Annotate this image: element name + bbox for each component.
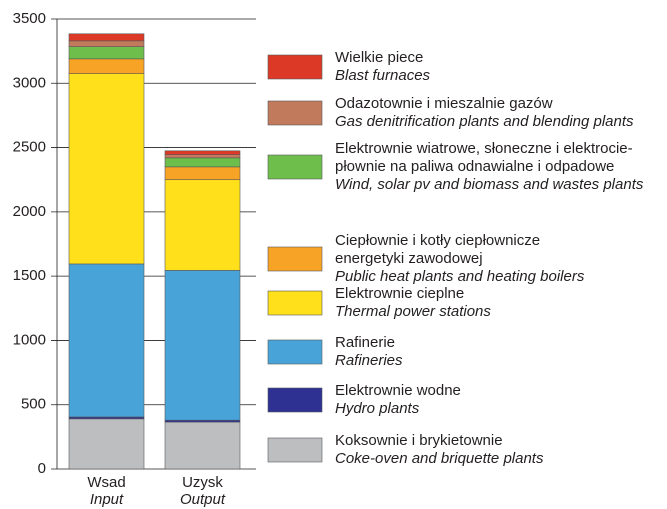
bar-segment: [68, 40, 145, 47]
legend-label-en: Wind, solar pv and biomass and wastes pl…: [335, 176, 644, 193]
legend-label-en: Gas denitrification plants and blending …: [335, 113, 634, 130]
bar-segment: [68, 418, 145, 470]
y-tick-label: 1000: [13, 331, 46, 348]
bar-segment: [164, 150, 241, 155]
legend-label-en: Public heat plants and heating boilers: [335, 268, 585, 285]
legend-label: Elektrownie wodne: [335, 382, 461, 399]
y-tick-label: 2500: [13, 139, 46, 156]
legend-label: Wielkie piece: [335, 49, 423, 66]
legend-swatch: [267, 387, 323, 413]
bar-segment: [68, 33, 145, 42]
bar-segment: [68, 263, 145, 418]
y-tick-label: 3000: [13, 74, 46, 91]
legend-label-en: Coke-oven and briquette plants: [335, 450, 544, 467]
legend-label-en: Blast furnaces: [335, 67, 431, 84]
legend-swatch: [267, 246, 323, 272]
legend-label: Ciepłownie i kotły ciepłownicze: [335, 232, 540, 249]
x-tick-label: Wsad: [87, 474, 125, 491]
legend-swatch: [267, 290, 323, 316]
legend-label: Elektrownie cieplne: [335, 285, 464, 302]
legend-label-en: Hydro plants: [335, 400, 420, 417]
legend-label: energetyki zawodowej: [335, 250, 483, 267]
bar-segment: [164, 154, 241, 159]
legend-swatch: [267, 437, 323, 463]
bar-segment: [164, 179, 241, 271]
x-tick-label-en: Output: [180, 491, 226, 508]
bar-segment: [164, 421, 241, 470]
y-tick-label: 500: [21, 396, 46, 413]
x-tick-label: Uzysk: [182, 474, 223, 491]
legend-label-en: Thermal power stations: [335, 303, 491, 320]
bar-segment: [68, 46, 145, 60]
x-tick-label-en: Input: [90, 491, 124, 508]
legend-label: Koksownie i brykietownie: [335, 432, 503, 449]
bar-segment: [164, 157, 241, 168]
legend-label: płownie na paliwa odnawialne i odpadowe: [335, 158, 614, 175]
bar-segment: [68, 73, 145, 265]
y-tick-label: 3500: [13, 10, 46, 27]
legend-swatch: [267, 339, 323, 365]
y-tick-label: 2000: [13, 203, 46, 220]
bar-segment: [164, 270, 241, 421]
legend-label: Odazotownie i mieszalnie gazów: [335, 95, 553, 112]
legend-label: Rafinerie: [335, 334, 395, 351]
legend-swatch: [267, 154, 323, 180]
legend-swatch: [267, 100, 323, 126]
legend-label-en: Rafineries: [335, 352, 403, 369]
legend-label: Elektrownie wiatrowe, słoneczne i elektr…: [335, 140, 633, 157]
bar-segment: [164, 166, 241, 181]
legend-swatch: [267, 54, 323, 80]
bar-segment: [68, 58, 145, 74]
y-tick-label: 1500: [13, 267, 46, 284]
y-tick-label: 0: [38, 460, 46, 477]
